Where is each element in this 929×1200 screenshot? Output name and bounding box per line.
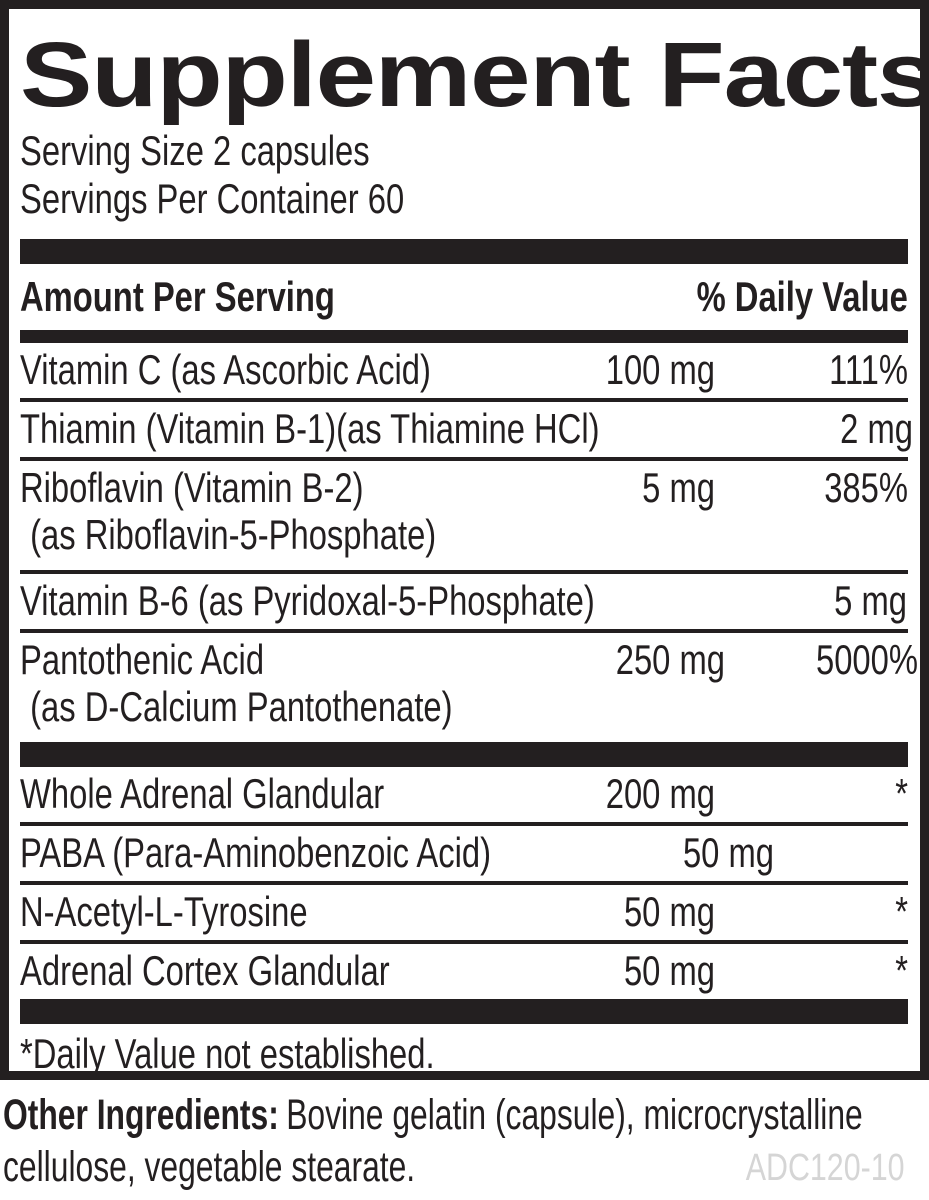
- nutrient-amount: 50 mg: [682, 829, 774, 876]
- nutrient-amount: 200 mg: [605, 770, 715, 817]
- other-ingredients-text: Bovine gelatin (capsule), microcrystalli…: [286, 1091, 863, 1139]
- nutrient-daily-value: 5000%: [815, 636, 918, 683]
- nutrient-row: Riboflavin (Vitamin B-2) (as Riboflavin-…: [20, 457, 908, 570]
- nutrient-daily-value: 111%: [829, 346, 908, 393]
- nutrient-name-line2: (as D-Calcium Pantothenate): [30, 683, 453, 730]
- nutrient-daily-value: *: [816, 829, 920, 876]
- nutrient-row: Thiamin (Vitamin B-1)(as Thiamine HCl) 2…: [20, 398, 913, 457]
- nutrient-row: Whole Adrenal Glandular 200 mg *: [20, 767, 908, 822]
- nutrient-row: Vitamin C (as Ascorbic Acid) 100 mg 111%: [20, 343, 908, 398]
- nutrient-name-line2: (as Riboflavin-5-Phosphate): [30, 511, 437, 558]
- product-code: ADC120-10: [746, 1147, 905, 1189]
- nutrient-daily-value: *: [895, 888, 908, 935]
- separator-bar-thick: [20, 999, 908, 1024]
- nutrient-amount: 50 mg: [623, 888, 715, 935]
- nutrient-amount: 5 mg: [834, 577, 907, 624]
- separator-bar-thick: [20, 742, 908, 767]
- nutrient-row: N-Acetyl-L-Tyrosine 50 mg *: [20, 881, 908, 940]
- other-ingredients-line1: Other Ingredients: Bovine gelatin (capsul…: [3, 1089, 863, 1141]
- nutrient-name: Vitamin B-6 (as Pyridoxal-5-Phosphate): [20, 577, 595, 624]
- nutrient-amount: 50 mg: [623, 947, 715, 994]
- nutrient-row: Pantothenic Acid (as D-Calcium Pantothen…: [20, 629, 918, 742]
- nutrient-amount: 2 mg: [840, 405, 913, 452]
- nutrient-name: Thiamin (Vitamin B-1)(as Thiamine HCl): [20, 405, 600, 452]
- other-ingredients-line2: cellulose, vegetable stearate.: [3, 1143, 416, 1191]
- daily-value-footnote: *Daily Value not established.: [20, 1030, 435, 1077]
- nutrient-amount: 250 mg: [615, 636, 725, 683]
- column-header-row: Amount Per Serving % Daily Value: [20, 264, 908, 330]
- nutrient-name: PABA (Para-Aminobenzoic Acid): [20, 829, 491, 876]
- nutrient-row: Adrenal Cortex Glandular 50 mg *: [20, 940, 908, 999]
- nutrient-daily-value: *: [895, 770, 908, 817]
- nutrient-daily-value: 385%: [824, 464, 908, 511]
- serving-info: Serving Size 2 capsules Servings Per Con…: [20, 127, 908, 223]
- amount-per-serving-header: Amount Per Serving: [20, 273, 335, 320]
- nutrient-name: Whole Adrenal Glandular: [20, 770, 385, 817]
- other-ingredients-label: Other Ingredients:: [3, 1091, 279, 1139]
- other-ingredients-section: Other Ingredients: Bovine gelatin (capsul…: [3, 1089, 905, 1193]
- nutrient-name: Riboflavin (Vitamin B-2) (as Riboflavin-…: [20, 464, 565, 565]
- nutrient-row: Vitamin B-6 (as Pyridoxal-5-Phosphate) 5…: [20, 570, 908, 629]
- serving-size: Serving Size 2 capsules: [20, 127, 370, 174]
- supplement-facts-panel: Supplement Facts Serving Size 2 capsules…: [0, 0, 929, 1080]
- nutrient-amount: 5 mg: [642, 464, 715, 511]
- separator-bar-thick: [20, 239, 908, 264]
- daily-value-header: % Daily Value: [696, 273, 908, 320]
- nutrient-daily-value: *: [895, 947, 908, 994]
- nutrient-name: Vitamin C (as Ascorbic Acid): [20, 346, 431, 393]
- nutrient-row: PABA (Para-Aminobenzoic Acid) 50 mg *: [20, 822, 908, 881]
- panel-title: Supplement Facts: [20, 24, 929, 126]
- nutrient-name: Pantothenic Acid (as D-Calcium Pantothen…: [20, 636, 575, 737]
- separator-bar-medium: [20, 330, 908, 343]
- nutrient-amount: 100 mg: [605, 346, 715, 393]
- nutrient-name: N-Acetyl-L-Tyrosine: [20, 888, 308, 935]
- nutrient-name: Adrenal Cortex Glandular: [20, 947, 390, 994]
- servings-per-container: Servings Per Container 60: [20, 175, 405, 222]
